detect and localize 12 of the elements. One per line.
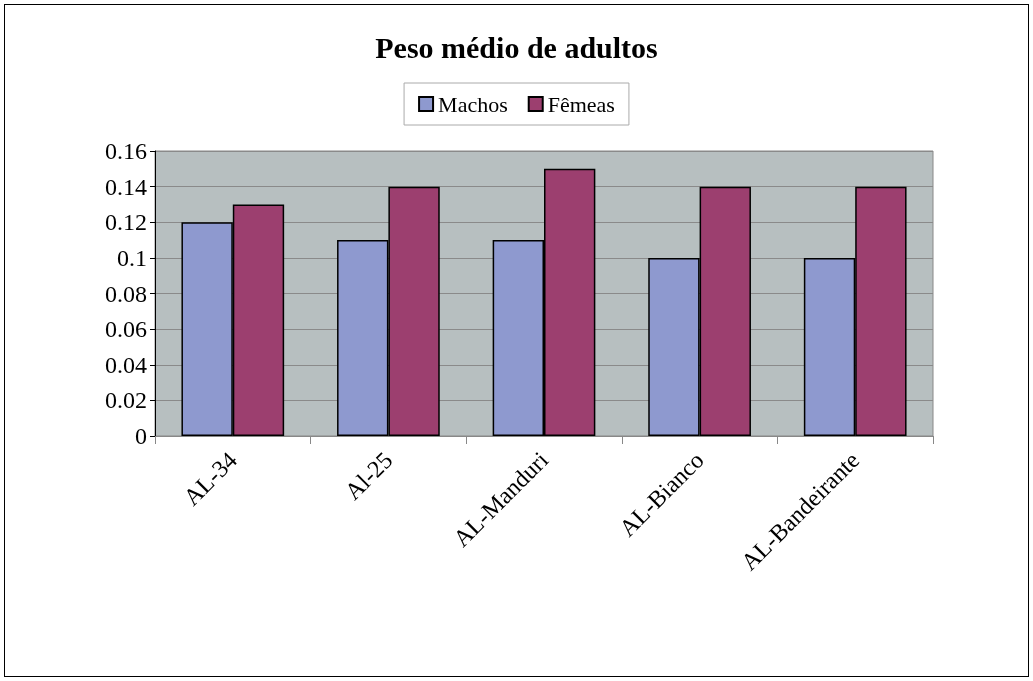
y-tick-label: 0.08 [105,280,147,307]
y-tick-label: 0.1 [117,244,147,271]
chart-title: Peso médio de adultos [375,30,658,64]
y-tick-label: 0.02 [105,387,147,414]
legend-label: Machos [438,91,508,117]
y-tick-label: 0.04 [105,351,147,378]
y-tick-label: 0.12 [105,209,147,236]
legend-label: Fêmeas [547,91,615,117]
y-tick-label: 0.06 [105,316,147,343]
y-tick-label: 0.16 [105,138,147,164]
y-tick-label: 0 [135,423,147,449]
y-tick-label: 0.14 [105,173,147,200]
